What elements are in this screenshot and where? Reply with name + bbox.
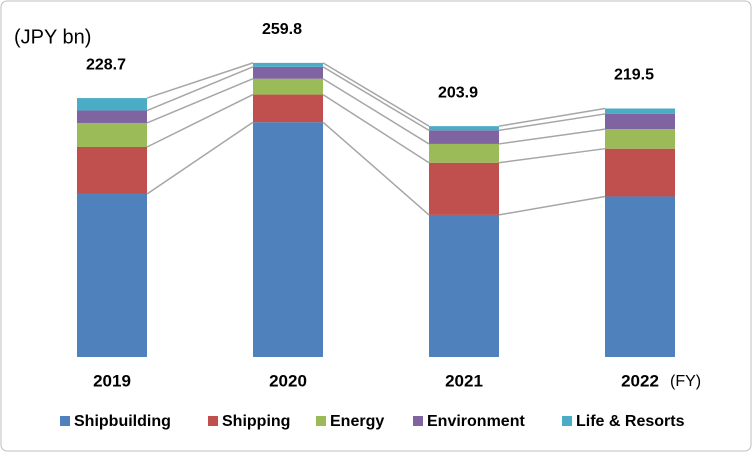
- x-tick-label: 2020: [269, 371, 307, 390]
- bar-segment: [77, 193, 147, 357]
- connector-line: [322, 93, 430, 164]
- legend-swatch: [60, 416, 70, 426]
- bar-segment: [77, 122, 147, 147]
- connector-line: [498, 113, 606, 132]
- connector-line: [498, 128, 606, 145]
- bar-segment: [77, 146, 147, 194]
- connector-line: [498, 147, 606, 164]
- bar-segment: [77, 98, 147, 111]
- x-tick-label: 2019: [93, 371, 131, 390]
- connector-line: [498, 107, 606, 127]
- bar-segment: [253, 66, 323, 79]
- connector-line: [146, 62, 254, 99]
- total-label: 228.7: [86, 56, 126, 73]
- legend-swatch: [316, 416, 326, 426]
- connector-line: [322, 78, 430, 145]
- bar-segment: [77, 110, 147, 123]
- bar-segment: [605, 108, 675, 114]
- connector-line: [146, 78, 254, 124]
- bar-segment: [429, 162, 499, 215]
- legend-label: Life & Resorts: [576, 413, 685, 430]
- legend-label: Environment: [427, 413, 525, 430]
- connector-line: [498, 195, 606, 216]
- bar-segment: [429, 130, 499, 144]
- bar-segment: [605, 113, 675, 130]
- bar-segment: [605, 148, 675, 197]
- legend-label: Energy: [330, 413, 384, 430]
- bar-segment: [253, 62, 323, 67]
- bar-segment: [253, 94, 323, 123]
- unit-label: (JPY bn): [14, 26, 91, 48]
- connector-line: [146, 66, 254, 112]
- x-tick-label: 2022: [621, 371, 659, 390]
- legend-swatch: [413, 416, 423, 426]
- bar-segment: [429, 126, 499, 131]
- connector-line: [146, 121, 254, 195]
- x-unit-label: (FY): [670, 373, 701, 390]
- connector-line: [322, 66, 430, 131]
- legend-swatch: [562, 416, 572, 426]
- bar-segment: [253, 78, 323, 95]
- legend-label: Shipping: [222, 413, 290, 430]
- connector-line: [322, 62, 430, 127]
- bar-segment: [605, 196, 675, 357]
- x-tick-label: 2021: [445, 371, 483, 390]
- legend-swatch: [208, 416, 218, 426]
- legend-label: Shipbuilding: [74, 413, 171, 430]
- total-label: 259.8: [262, 21, 302, 38]
- bar-segment: [605, 129, 675, 149]
- bar-segment: [429, 214, 499, 357]
- total-label: 219.5: [614, 67, 654, 84]
- bar-segment: [253, 122, 323, 357]
- connector-line: [322, 121, 430, 216]
- connector-line: [146, 93, 254, 148]
- bar-segment: [429, 143, 499, 163]
- total-label: 203.9: [438, 84, 478, 101]
